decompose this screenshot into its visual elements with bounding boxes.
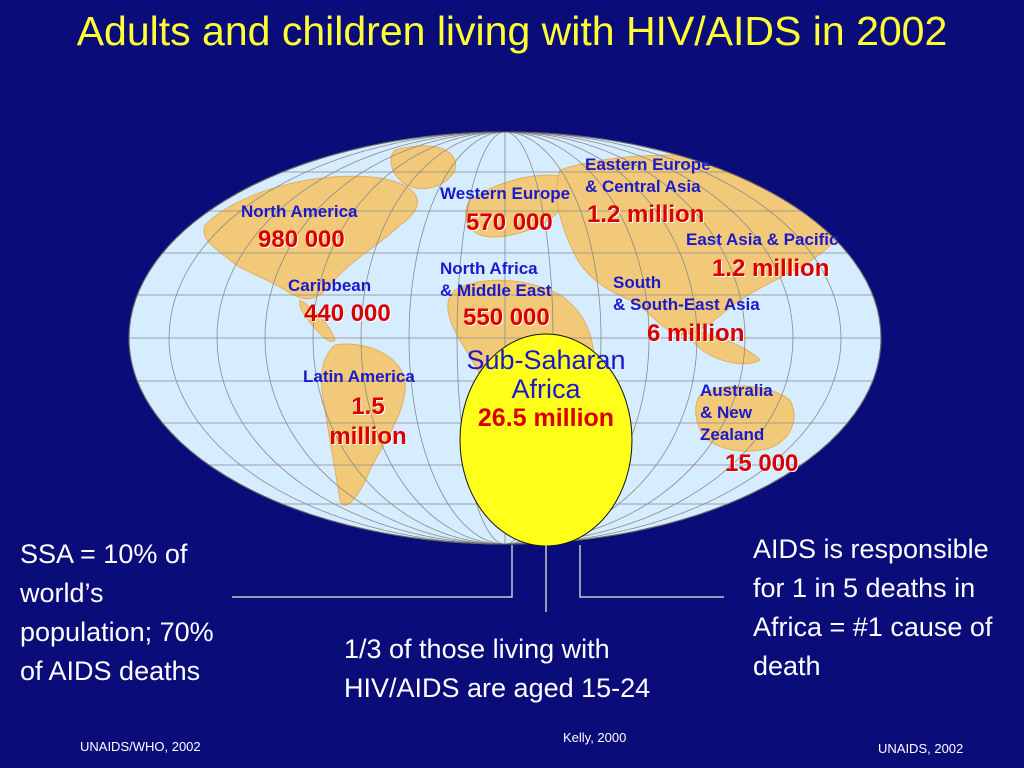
land-southeast-asia (689, 329, 761, 365)
land-australia (695, 385, 795, 452)
region-value-south-southeast-asia: 6 million (647, 320, 745, 347)
ssa-label: Sub-Saharan Africa (466, 345, 626, 404)
region-label-australia-new-zealand: Australia & New Zealand (700, 381, 773, 444)
region-label-eastern-europe-central-asia: Eastern Europe & Central Asia (585, 155, 711, 196)
region-value-north-africa-middle-east: 550 000 (463, 304, 550, 331)
region-value-western-europe: 570 000 (466, 209, 553, 236)
land-north-america (203, 175, 418, 300)
region-label-caribbean: Caribbean (288, 276, 372, 295)
connector-lines (232, 545, 724, 612)
region-value-east-asia-pacific: 1.2 million (712, 255, 830, 282)
source-right: UNAIDS, 2002 (878, 741, 964, 756)
source-left: UNAIDS/WHO, 2002 (80, 739, 201, 754)
region-value-caribbean: 440 000 (304, 300, 391, 327)
slide-title: Adults and children living with HIV/AIDS… (76, 8, 948, 54)
note-center: 1/3 of those living with HIV/AIDS are ag… (344, 634, 651, 703)
region-label-western-europe: Western Europe (440, 184, 571, 203)
note-left: SSA = 10% of world’s population; 70% of … (20, 539, 214, 686)
region-label-north-america: North America (241, 202, 358, 221)
region-value-north-america: 980 000 (258, 226, 345, 253)
region-value-australia-new-zealand: 15 000 (725, 450, 799, 477)
ssa-value: 26.5 million (477, 404, 615, 432)
region-label-latin-america: Latin America (303, 367, 415, 386)
region-value-eastern-europe-central-asia: 1.2 million (587, 201, 705, 228)
source-center: Kelly, 2000 (563, 730, 627, 745)
ssa-callout: Sub-Saharan Africa 26.5 million (460, 345, 632, 433)
note-right: AIDS is responsible for 1 in 5 deaths in… (753, 534, 993, 681)
land-greenland (390, 145, 456, 190)
region-value-latin-america: 1.5 million (329, 393, 407, 450)
region-label-north-africa-middle-east: North Africa & Middle East (440, 259, 552, 300)
region-label-south-southeast-asia: South & South-East Asia (613, 273, 760, 314)
region-label-east-asia-pacific: East Asia & Pacific (686, 230, 839, 249)
